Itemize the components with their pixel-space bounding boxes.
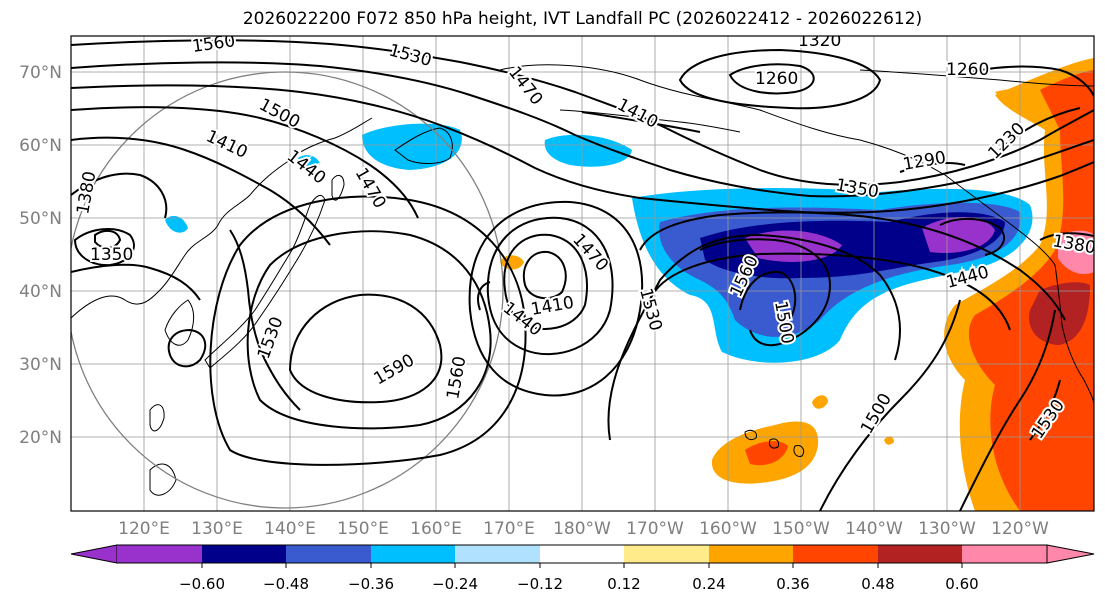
colorbar-tick-label: 0.36	[776, 575, 809, 593]
contour-label: 1350	[90, 245, 133, 265]
colorbar-tick-label: −0.36	[348, 575, 394, 593]
colorbar-segment	[878, 545, 962, 563]
colorbar-tick-label: 0.12	[607, 575, 640, 593]
colorbar-tick-label: −0.48	[263, 575, 309, 593]
lon-label: 150°E	[337, 519, 389, 539]
negative-patch-bering	[544, 134, 632, 167]
figure-title: 2026022200 F072 850 hPa height, IVT Land…	[242, 9, 923, 29]
colorbar-tick-label: 0.24	[692, 575, 725, 593]
lat-label: 20°N	[19, 428, 62, 448]
lon-label: 160°E	[410, 519, 462, 539]
lat-label: 50°N	[19, 209, 62, 229]
contour-label: 1320	[798, 31, 841, 51]
graticule	[71, 36, 1094, 511]
lat-label: 30°N	[19, 355, 62, 375]
colorbar-extend-high	[1046, 544, 1095, 564]
colorbar-tick-label: 0.60	[945, 575, 978, 593]
colorbar-tick-label: −0.60	[179, 575, 225, 593]
lon-label: 130°W	[918, 519, 976, 539]
colorbar-segment	[540, 545, 624, 563]
colorbar-segment	[962, 545, 1047, 563]
negative-patch-japan-sea	[165, 215, 188, 233]
lon-label: 180°W	[553, 519, 611, 539]
lat-label: 40°N	[19, 282, 62, 302]
contour-label: 1260	[946, 60, 989, 80]
positive-region-coast-pink	[1058, 230, 1094, 275]
colorbar-segment	[455, 545, 540, 563]
coast-asia	[71, 117, 373, 319]
coast-korea	[164, 299, 195, 346]
longitude-labels: 120°E 130°E 140°E 150°E 160°E 170°E 180°…	[118, 519, 1049, 539]
lon-label: 150°W	[772, 519, 830, 539]
coast-taiwan-ph	[149, 404, 177, 496]
positive-region-coast-red	[1029, 282, 1090, 345]
positive-region-alaska	[995, 87, 1040, 109]
negative-patch-okhotsk	[362, 123, 462, 170]
lat-label: 70°N	[19, 63, 62, 83]
lon-label: 170°W	[626, 519, 684, 539]
coast-hawaii	[744, 429, 805, 457]
colorbar-tick-label: 0.48	[861, 575, 894, 593]
coast-uswest	[1054, 264, 1094, 406]
colorbar-extend-low	[70, 544, 118, 564]
latitude-labels: 70°N 60°N 50°N 40°N 30°N 20°N	[19, 63, 62, 448]
positive-patch-small-1	[812, 395, 828, 409]
lon-label: 160°W	[699, 519, 757, 539]
height-contours	[71, 39, 1094, 511]
negative-core-east	[922, 216, 995, 254]
colorbar-segment	[793, 545, 878, 563]
lon-label: 120°W	[991, 519, 1049, 539]
colorbar-segment	[709, 545, 793, 563]
positive-patch-small-2	[884, 436, 894, 445]
colorbar-segment	[117, 545, 202, 563]
ivt-shading	[165, 58, 1094, 511]
lon-label: 140°E	[264, 519, 316, 539]
positive-region-coast-orange	[968, 70, 1094, 511]
great-circle	[71, 71, 504, 509]
lat-label: 60°N	[19, 136, 62, 156]
coast-aleutians	[559, 109, 741, 133]
map-frame	[70, 35, 1095, 512]
colorbar-tick-label: −0.12	[517, 575, 563, 593]
colorbar-segment	[202, 545, 286, 563]
colorbar-segment	[624, 545, 709, 563]
contour-label: 1260	[755, 69, 798, 89]
coast-japan	[204, 194, 326, 369]
lon-label: 170°E	[483, 519, 535, 539]
negative-patch-siberia	[298, 155, 320, 168]
lon-label: 130°E	[191, 519, 243, 539]
colorbar-segment	[371, 545, 455, 563]
colorbar-segment	[286, 545, 371, 563]
lon-label: 120°E	[118, 519, 170, 539]
colorbar-tick-label: −0.24	[432, 575, 478, 593]
coast-alaska	[499, 64, 1056, 266]
lon-label: 140°W	[845, 519, 903, 539]
coast-alaska-north	[859, 69, 1094, 87]
colorbar: −0.60 −0.48 −0.36 −0.24 −0.12 0.12 0.24 …	[70, 544, 1095, 593]
coastlines	[71, 64, 1094, 496]
coast-kamchatka	[394, 127, 453, 164]
